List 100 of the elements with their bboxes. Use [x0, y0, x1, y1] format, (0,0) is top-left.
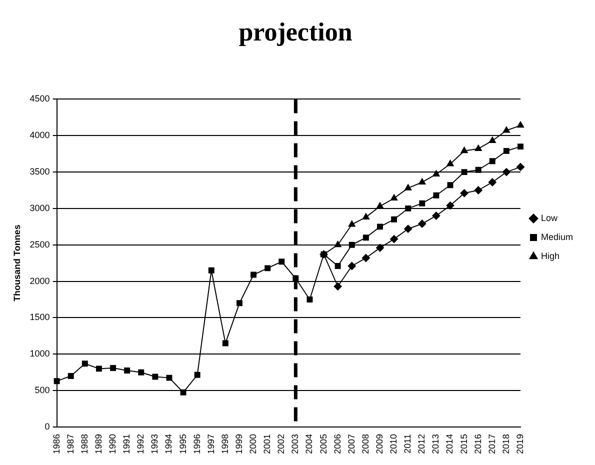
- point: [446, 160, 454, 166]
- x-tick-label: 2017: [486, 434, 497, 454]
- y-tick-label: 3500: [30, 166, 50, 177]
- chart-title: projection: [238, 17, 353, 46]
- point: [516, 121, 524, 128]
- point: [419, 200, 426, 206]
- point: [152, 374, 158, 380]
- point: [362, 213, 370, 220]
- point: [334, 282, 342, 290]
- x-tick-label: 1991: [122, 434, 132, 454]
- point: [405, 205, 412, 212]
- point: [376, 202, 384, 209]
- x-tick-label: 1989: [93, 434, 104, 454]
- y-tick-label: 2000: [30, 276, 50, 286]
- point: [306, 296, 313, 302]
- point: [96, 366, 102, 372]
- x-tick-label: 1994: [164, 434, 174, 454]
- x-tick-label: 2000: [248, 434, 258, 454]
- x-tick-label: 2004: [304, 434, 314, 454]
- point: [460, 189, 468, 198]
- x-tick-label: 2008: [360, 434, 370, 454]
- point: [461, 169, 468, 176]
- y-tick-label: 1500: [30, 312, 50, 322]
- point: [377, 224, 383, 230]
- point: [124, 368, 130, 374]
- point: [348, 242, 355, 248]
- point: [518, 144, 524, 150]
- point: [250, 272, 257, 278]
- point: [418, 220, 426, 228]
- x-tick-label: 2016: [472, 434, 483, 454]
- y-tick-label: 0: [44, 421, 50, 432]
- x-tick-label: 2018: [500, 434, 511, 454]
- point: [334, 240, 342, 248]
- x-tick-label: 1986: [51, 434, 62, 454]
- x-tick-label: 2015: [458, 434, 469, 454]
- point: [138, 369, 144, 376]
- point: [278, 258, 285, 265]
- point: [348, 220, 356, 227]
- point: [516, 162, 524, 171]
- y-tick-label: 4000: [30, 130, 50, 140]
- point: [488, 178, 496, 186]
- x-tick-label: 1990: [108, 434, 118, 454]
- point: [488, 136, 496, 143]
- point: [348, 262, 356, 270]
- x-tick-label: 1998: [220, 434, 230, 454]
- x-tick-label: 1999: [234, 434, 244, 454]
- x-tick-label: 2009: [374, 434, 384, 454]
- x-tick-label: 2011: [402, 434, 413, 454]
- point: [208, 267, 214, 274]
- point: [194, 372, 200, 378]
- point: [489, 158, 496, 164]
- y-tick-label: 2500: [30, 239, 50, 250]
- x-tick-label: 2010: [388, 434, 399, 454]
- x-tick-label: 2006: [332, 434, 342, 454]
- legend-label: High: [540, 250, 560, 261]
- point: [362, 254, 370, 262]
- legend-label: Medium: [540, 232, 574, 242]
- x-tick-label: 2019: [514, 434, 525, 454]
- point: [362, 234, 369, 241]
- point: [166, 374, 172, 381]
- point: [418, 178, 426, 184]
- legend-label: Low: [540, 212, 558, 223]
- x-tick-label: 1993: [150, 434, 160, 454]
- x-tick-label: 2013: [430, 434, 441, 454]
- point: [432, 170, 440, 176]
- point: [475, 166, 482, 173]
- x-tick-label: 1997: [206, 434, 216, 454]
- point: [180, 389, 186, 396]
- y-tick-label: 500: [34, 385, 50, 396]
- point: [460, 146, 468, 154]
- x-tick-label: 2007: [346, 434, 356, 454]
- point: [390, 194, 398, 201]
- x-tick-label: 2014: [444, 434, 455, 454]
- x-tick-label: 2002: [276, 434, 286, 454]
- point: [110, 365, 116, 371]
- x-tick-label: 2001: [262, 434, 272, 454]
- point: [376, 244, 384, 252]
- y-tick-label: 3000: [30, 202, 50, 213]
- x-tick-label: 1987: [65, 434, 76, 454]
- point: [68, 373, 74, 379]
- point: [334, 263, 341, 269]
- x-tick-label: 2003: [290, 434, 300, 454]
- x-tick-label: 2012: [416, 434, 427, 454]
- point: [474, 186, 482, 194]
- point: [236, 300, 242, 306]
- point: [502, 168, 510, 176]
- point: [390, 235, 398, 244]
- point: [433, 192, 440, 198]
- x-tick-label: 2005: [318, 434, 328, 454]
- x-tick-label: 1995: [178, 434, 188, 454]
- x-tick-label: 1996: [192, 434, 202, 454]
- point: [446, 202, 454, 210]
- point: [503, 148, 510, 154]
- point: [391, 216, 398, 222]
- point: [502, 126, 510, 133]
- x-tick-label: 1988: [79, 434, 90, 454]
- point: [474, 144, 482, 151]
- point: [404, 224, 412, 233]
- y-axis-title: Thousand Tonnes: [12, 224, 22, 302]
- point: [222, 340, 228, 346]
